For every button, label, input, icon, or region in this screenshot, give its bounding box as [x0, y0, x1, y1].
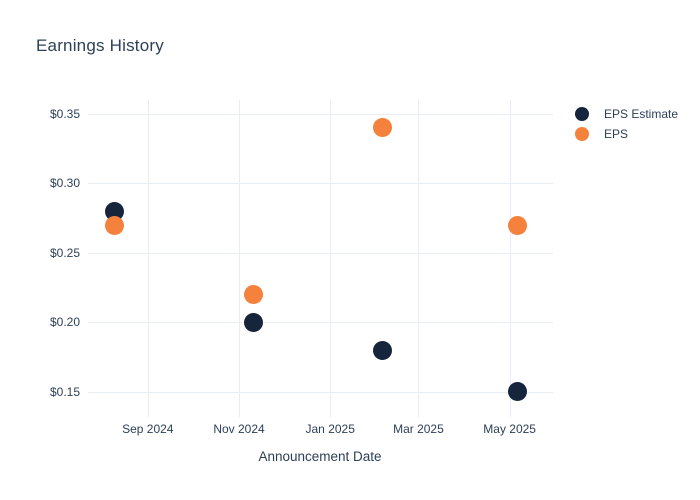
- y-gridline: [88, 113, 553, 115]
- x-gridline: [418, 100, 420, 417]
- x-tick-label: May 2025: [483, 422, 536, 436]
- x-gridline: [239, 100, 240, 417]
- data-point-eps-estimate[interactable]: [373, 340, 393, 360]
- data-point-eps-estimate[interactable]: [507, 382, 527, 402]
- x-gridline: [509, 100, 511, 417]
- y-gridline: [88, 322, 553, 324]
- data-point-eps[interactable]: [244, 285, 264, 305]
- x-tick-label: Sep 2024: [122, 422, 174, 436]
- x-gridline: [147, 100, 149, 417]
- data-point-eps[interactable]: [507, 215, 527, 235]
- x-axis-title: Announcement Date: [258, 449, 382, 464]
- y-gridline: [88, 391, 553, 393]
- y-gridline: [88, 183, 553, 185]
- y-tick-label: $0.35: [49, 106, 80, 121]
- y-tick-label: $0.25: [49, 245, 80, 260]
- legend-label: EPS: [604, 127, 629, 141]
- legend-marker-icon: [575, 107, 589, 121]
- x-tick-label: Mar 2025: [393, 422, 444, 436]
- legend-item-eps-estimate[interactable]: EPS Estimate: [575, 104, 678, 124]
- legend-label: EPS Estimate: [604, 107, 679, 121]
- y-tick-label: $0.30: [49, 176, 80, 191]
- legend-item-eps[interactable]: EPS: [575, 124, 678, 144]
- x-gridline: [330, 100, 332, 417]
- legend: EPS Estimate EPS: [575, 104, 678, 144]
- y-tick-label: $0.15: [49, 384, 80, 399]
- chart-title: Earnings History: [36, 36, 164, 55]
- y-tick-label: $0.20: [49, 315, 80, 330]
- data-point-eps[interactable]: [105, 215, 125, 235]
- x-tick-label: Nov 2024: [213, 422, 265, 436]
- y-gridline: [88, 252, 553, 254]
- legend-marker-icon: [575, 127, 589, 141]
- data-point-eps-estimate[interactable]: [244, 312, 264, 332]
- data-point-eps[interactable]: [373, 118, 393, 138]
- x-tick-label: Jan 2025: [305, 422, 355, 436]
